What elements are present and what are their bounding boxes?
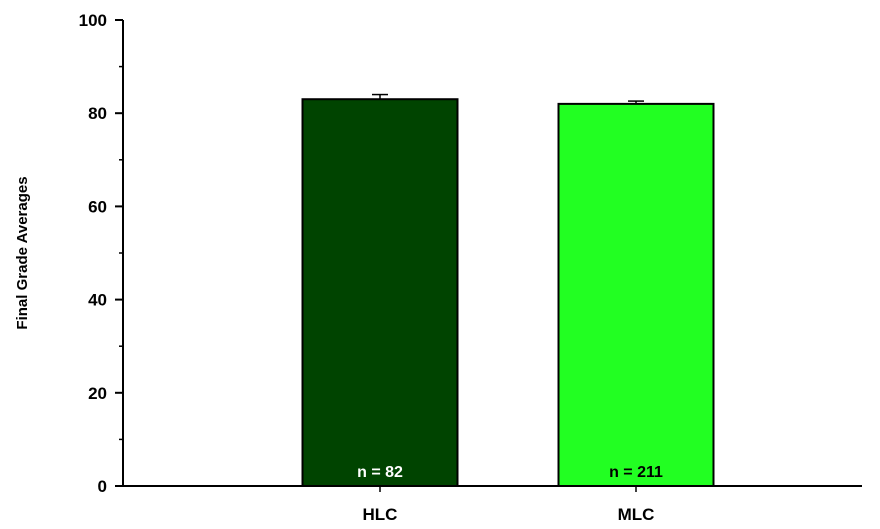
bar-mlc [557, 102, 715, 487]
y-tick-label-60: 60 [88, 197, 107, 216]
x-tick-label-mlc: MLC [618, 505, 655, 524]
x-tick-label-hlc: HLC [363, 505, 398, 524]
y-tick-label-0: 0 [98, 477, 107, 496]
y-axis-label: Final Grade Averages [14, 176, 31, 329]
y-tick-label-20: 20 [88, 384, 107, 403]
bar-hlc [301, 98, 459, 487]
y-tick-label-80: 80 [88, 104, 107, 123]
bar-annotation-hlc: n = 82 [357, 464, 403, 481]
bar-annotation-mlc: n = 211 [609, 464, 663, 481]
y-tick-label-40: 40 [88, 291, 107, 310]
y-tick-label-100: 100 [79, 11, 107, 30]
